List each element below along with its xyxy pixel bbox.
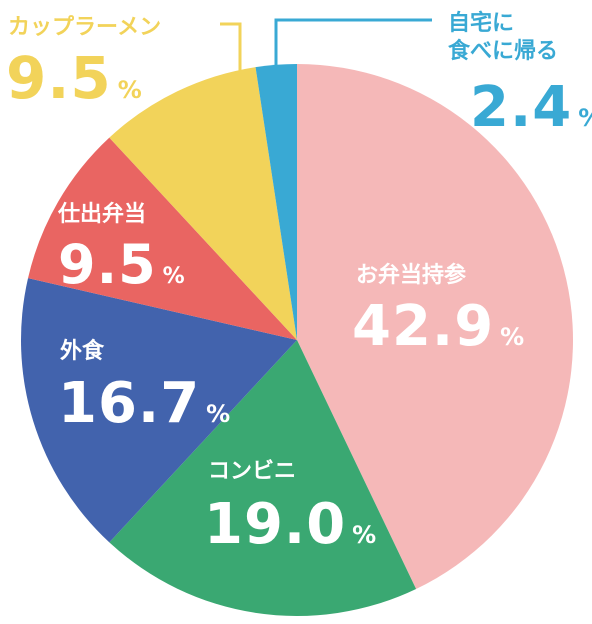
slice-4-data-label: 9.5% [58, 233, 186, 296]
slice-5-percent-sign: % [118, 76, 143, 104]
slice-1-label: お弁当持参 [356, 262, 466, 288]
slice-1-percent-sign: % [500, 323, 525, 351]
slice-6-leader-line [274, 18, 432, 70]
slice-3-wedge [20, 278, 297, 543]
slice-1-wedge [297, 64, 574, 589]
slice-2-label: コンビニ [208, 459, 296, 484]
slice-5-data-label: 9.5% [6, 44, 143, 112]
slice-6-label: 自宅に [448, 10, 514, 36]
slice-3-value: 16.7 [58, 371, 200, 436]
slice-6-value: 2.4 [470, 75, 572, 140]
slice-6-percent-sign: % [578, 104, 592, 132]
slice-3-percent-sign: % [206, 400, 231, 428]
slice-1-data-label: 42.9% [352, 294, 525, 359]
slice-6-label: 食べに帰る [448, 38, 558, 64]
slice-2-value: 19.0 [204, 492, 346, 557]
slice-2-wedge [109, 340, 417, 616]
slice-4-label: 仕出弁当 [57, 201, 146, 227]
slice-5-label: カップラーメン [8, 15, 161, 40]
slice-3-label: 外食 [60, 338, 105, 364]
slice-2-percent-sign: % [352, 521, 377, 549]
slice-3-data-label: 16.7% [58, 371, 231, 436]
slice-2-data-label: 19.0% [204, 492, 377, 557]
slice-6-wedge [255, 64, 297, 340]
slice-4-percent-sign: % [163, 264, 186, 289]
slice-5-value: 9.5 [6, 44, 112, 112]
slice-4-value: 9.5 [58, 233, 157, 296]
slice-4-wedge [28, 137, 298, 340]
slice-5-wedge [109, 67, 297, 341]
slice-1-value: 42.9 [352, 294, 494, 359]
slice-5-leader-line [220, 22, 242, 74]
slice-6-data-label: 2.4% [470, 75, 592, 140]
